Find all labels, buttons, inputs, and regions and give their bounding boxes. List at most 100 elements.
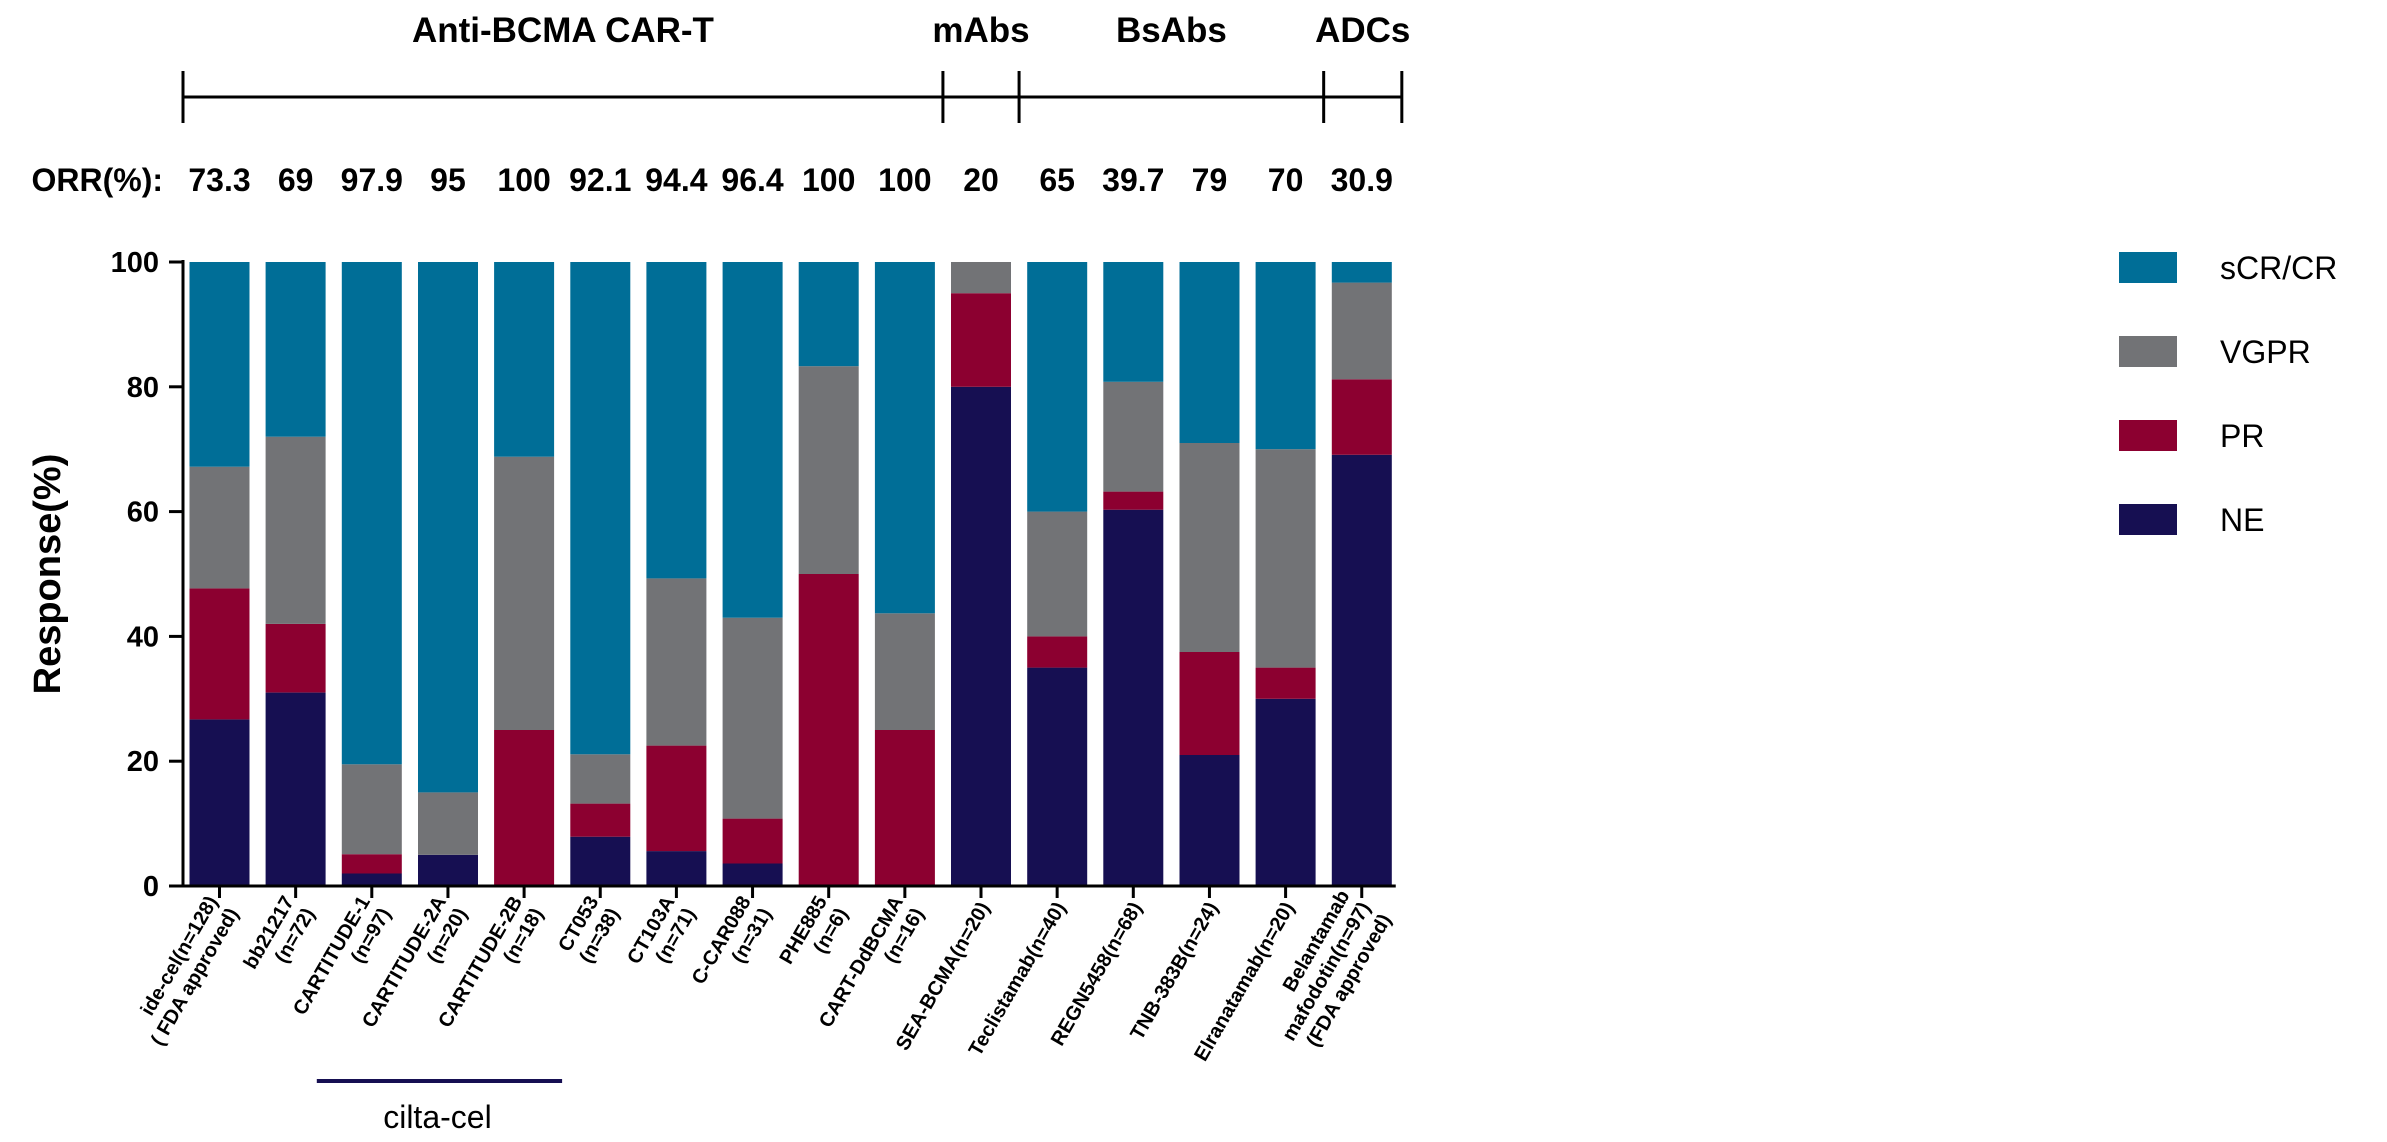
bar-pr-c-car088 xyxy=(722,818,783,864)
group-label-adcs: ADCs xyxy=(1315,11,1410,50)
orr-value-ct053: 92.1 xyxy=(569,162,631,198)
bar-vgpr-c-car088 xyxy=(722,617,783,819)
bar-vgpr-sea-bcma-n-20 xyxy=(951,262,1011,294)
y-axis-title: Response(%) xyxy=(27,454,69,695)
legend-swatch-ne xyxy=(2119,504,2177,535)
group-header: Anti-BCMA CAR-T mAbs BsAbs ADCs xyxy=(181,11,1410,123)
bar-pr-sea-bcma-n-20 xyxy=(951,293,1011,387)
bar-vgpr-tnb-383b-n-24 xyxy=(1179,443,1240,652)
legend: sCR/CR VGPR PR NE xyxy=(2119,250,2337,538)
bar-scr-cr-belantamab xyxy=(1331,262,1392,283)
bar-pr-cartitude-1 xyxy=(341,854,402,874)
bar-pr-ct103a xyxy=(646,745,707,852)
bar-vgpr-teclistamab-n-40 xyxy=(1027,511,1088,637)
bar-ne-ide-cel-n-128 xyxy=(189,719,250,886)
bar-scr-cr-bb21217 xyxy=(265,262,326,437)
bar-pr-tnb-383b-n-24 xyxy=(1179,652,1240,755)
orr-value-regn5458-n-68: 39.7 xyxy=(1102,162,1164,198)
group-label-mabs: mAbs xyxy=(932,11,1029,50)
bar-scr-cr-elranatamab-n-20 xyxy=(1255,262,1316,450)
y-tick-label-80: 80 xyxy=(127,372,159,404)
group-label-anti-bcma-car-t: Anti-BCMA CAR-T xyxy=(412,11,714,50)
bar-ne-sea-bcma-n-20 xyxy=(951,386,1011,886)
bar-scr-cr-tnb-383b-n-24 xyxy=(1179,262,1240,443)
legend-swatch-vgpr xyxy=(2119,336,2177,367)
orr-value-cartitude-2b: 100 xyxy=(497,162,550,198)
cilta-cel-label: cilta-cel xyxy=(383,1099,491,1135)
y-tick-label-0: 0 xyxy=(143,871,159,903)
bar-scr-cr-cartitude-1 xyxy=(341,262,402,765)
y-tick-label-20: 20 xyxy=(127,746,159,778)
bar-scr-cr-ct103a xyxy=(646,262,707,579)
bar-pr-phe885 xyxy=(798,574,859,886)
legend-label-scr-cr: sCR/CR xyxy=(2220,250,2337,286)
bar-vgpr-ct103a xyxy=(646,578,707,746)
orr-value-c-car088: 96.4 xyxy=(721,162,783,198)
bar-pr-teclistamab-n-40 xyxy=(1027,636,1088,668)
bar-scr-cr-teclistamab-n-40 xyxy=(1027,262,1088,512)
orr-value-phe885: 100 xyxy=(802,162,855,198)
axes: 0 20 40 60 80 100 Response(%) xyxy=(27,247,1396,903)
bar-vgpr-ct053 xyxy=(570,754,631,804)
bar-vgpr-cartitude-1 xyxy=(341,764,402,855)
bar-scr-cr-cartitude-2a xyxy=(418,262,478,793)
y-tick-label-40: 40 xyxy=(127,621,159,653)
bar-vgpr-cartitude-2b xyxy=(494,456,555,730)
cilta-cel-bracket: cilta-cel xyxy=(316,1079,563,1135)
bar-ne-cartitude-2a xyxy=(418,854,478,886)
orr-value-sea-bcma-n-20: 20 xyxy=(963,162,999,198)
bar-pr-belantamab xyxy=(1331,379,1392,455)
bar-ne-cartitude-1 xyxy=(341,873,402,886)
bar-scr-cr-phe885 xyxy=(798,262,859,367)
bar-vgpr-cart-ddbcma xyxy=(874,613,935,730)
orr-value-ct103a: 94.4 xyxy=(645,162,707,198)
bar-scr-cr-c-car088 xyxy=(722,262,783,618)
bars xyxy=(189,262,1392,886)
bar-ne-teclistamab-n-40 xyxy=(1027,667,1088,886)
group-label-bsabs: BsAbs xyxy=(1116,11,1227,50)
bar-ne-ct103a xyxy=(646,851,707,886)
x-label-bb21217: bb21217(n=72) xyxy=(240,893,320,985)
bar-scr-cr-cartitude-2b xyxy=(494,262,555,457)
bar-scr-cr-cart-ddbcma xyxy=(874,262,935,614)
x-label-c-car088: C-CAR088(n=31) xyxy=(688,893,777,1001)
bar-ne-bb21217 xyxy=(265,692,326,886)
orr-label: ORR(%): xyxy=(31,162,163,198)
x-label-ide-cel-n-128: ide-cel(n=128)( FDA approved) xyxy=(126,893,243,1050)
y-tick-label-60: 60 xyxy=(127,497,159,529)
legend-label-ne: NE xyxy=(2220,502,2264,538)
legend-swatch-scr-cr xyxy=(2119,252,2177,283)
x-label-ct103a: CT103A(n=71) xyxy=(623,893,700,981)
orr-value-ide-cel-n-128: 73.3 xyxy=(188,162,250,198)
bar-pr-cartitude-2b xyxy=(494,730,555,886)
legend-swatch-pr xyxy=(2119,420,2177,451)
bar-pr-ct053 xyxy=(570,803,631,837)
orr-value-elranatamab-n-20: 70 xyxy=(1268,162,1304,198)
bar-vgpr-belantamab xyxy=(1331,282,1392,380)
bar-ne-c-car088 xyxy=(722,863,783,886)
bar-scr-cr-ide-cel-n-128 xyxy=(189,262,250,467)
bar-ne-tnb-383b-n-24 xyxy=(1179,755,1240,886)
bar-vgpr-bb21217 xyxy=(265,436,326,624)
bar-scr-cr-ct053 xyxy=(570,262,631,755)
orr-row: ORR(%): 73.3 69 97.9 95 100 92.1 94.4 96.4 100 100… xyxy=(31,162,1392,198)
x-label-ct053: CT053(n=38) xyxy=(554,893,624,968)
bar-ne-belantamab xyxy=(1331,454,1392,886)
orr-value-belantamab: 30.9 xyxy=(1331,162,1393,198)
y-tick-label-100: 100 xyxy=(111,247,159,279)
bar-ne-elranatamab-n-20 xyxy=(1255,698,1316,886)
bar-ne-ct053 xyxy=(570,836,631,886)
bar-ne-regn5458-n-68 xyxy=(1103,509,1164,886)
bar-vgpr-ide-cel-n-128 xyxy=(189,466,250,589)
bar-pr-regn5458-n-68 xyxy=(1103,491,1164,510)
bar-vgpr-regn5458-n-68 xyxy=(1103,381,1164,492)
x-label-phe885: PHE885(n=6) xyxy=(776,893,853,981)
orr-value-teclistamab-n-40: 65 xyxy=(1039,162,1075,198)
bar-vgpr-elranatamab-n-20 xyxy=(1255,449,1316,668)
legend-label-pr: PR xyxy=(2220,418,2264,454)
legend-label-vgpr: VGPR xyxy=(2220,334,2311,370)
orr-value-bb21217: 69 xyxy=(278,162,314,198)
x-tick-labels: ide-cel(n=128)( FDA approved)bb21217(n=7… xyxy=(126,887,1396,1065)
